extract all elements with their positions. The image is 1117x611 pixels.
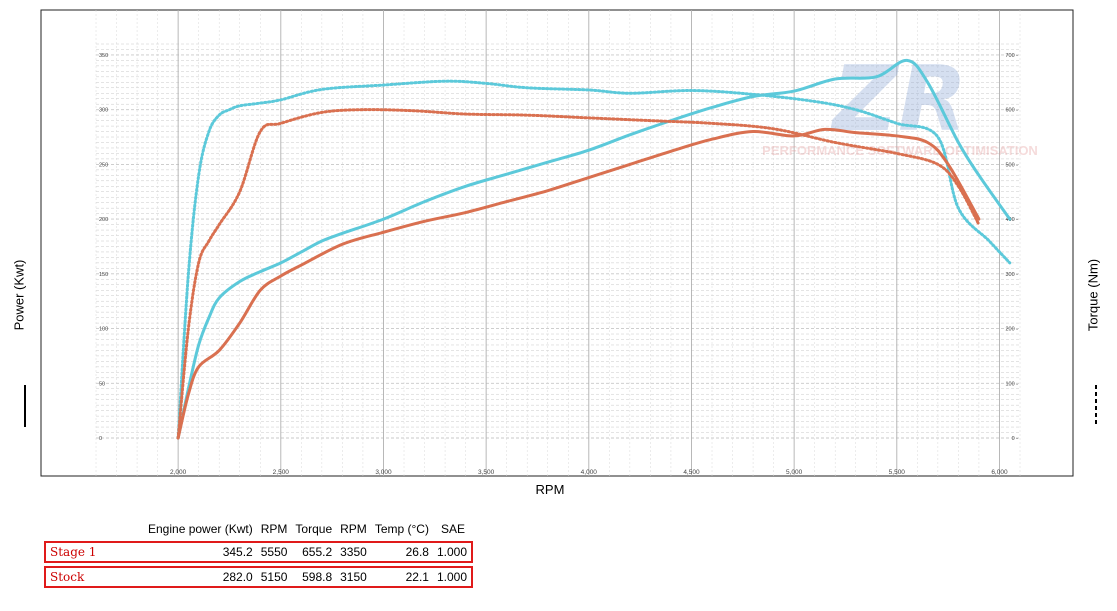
legend-solid-line	[24, 385, 26, 427]
header-torque: Torque	[295, 522, 333, 536]
y-right-tick-label: 600 -	[1005, 108, 1018, 114]
x-tick-label: 6,000	[991, 469, 1008, 476]
x-tick-label: 2,500	[273, 469, 290, 476]
results-table: Engine power (Kwt) RPM Torque RPM Temp (…	[44, 517, 473, 591]
table-row: Stock 282.0 5150 598.8 3150 22.1 1.000	[44, 566, 473, 588]
header-name	[44, 520, 144, 538]
torque-rpm-value: 3350	[336, 541, 371, 563]
y-left-tick-label: 350	[99, 53, 108, 59]
run-name: Stock	[44, 566, 144, 588]
y-right-tick-label: 0 -	[1012, 436, 1019, 442]
watermark-text: PERFORMANCE SOFTWARE OPTIMISATION	[762, 143, 1038, 158]
power-rpm-value: 5150	[256, 566, 292, 588]
x-tick-label: 4,000	[581, 469, 598, 476]
y-right-tick-label: 100 -	[1005, 381, 1018, 387]
x-tick-label: 3,500	[478, 469, 495, 476]
y-left-tick-label: 0	[99, 436, 102, 442]
y-axis-right-label: Torque (Nm)	[1085, 258, 1101, 332]
results-header-row: Engine power (Kwt) RPM Torque RPM Temp (…	[44, 520, 473, 538]
engine-power-value: 345.2	[144, 541, 257, 563]
sae-value: 1.000	[432, 541, 473, 563]
temp-value: 22.1	[370, 566, 433, 588]
y-right-tick-label: 300 -	[1005, 272, 1018, 278]
y-right-tick-label: 400 -	[1005, 217, 1018, 223]
y-axis-right-label-wrap: Torque (Nm)	[1078, 215, 1108, 375]
y-right-tick-label: 200 -	[1005, 327, 1018, 333]
legend-dashed-line	[1095, 385, 1097, 427]
series-line-stage-1-torque	[176, 79, 1012, 440]
series	[176, 58, 1012, 440]
y-right-tick-label: 700 -	[1005, 53, 1018, 59]
x-tick-label: 2,000	[170, 469, 187, 476]
torque-rpm-value: 3150	[336, 566, 371, 588]
x-tick-label: 4,500	[683, 469, 700, 476]
header-temp: Temp (°C)	[374, 522, 429, 536]
header-torque-rpm: RPM	[340, 522, 367, 536]
x-tick-label: 3,000	[375, 469, 392, 476]
y-right-tick-label: 500 -	[1005, 162, 1018, 168]
y-left-tick-label: 150	[99, 272, 108, 278]
series-line-stock-torque	[176, 108, 981, 440]
series-line-stage-1-power	[176, 58, 1012, 440]
y-left-tick-label: 250	[99, 162, 108, 168]
header-engine-power: Engine power (Kwt)	[148, 522, 253, 536]
series-line-stock-power	[176, 127, 981, 440]
y-axis-left-label-wrap: Power (Kwt)	[4, 215, 34, 375]
torque-value: 655.2	[291, 541, 337, 563]
header-power-rpm: RPM	[260, 522, 288, 536]
header-sae: SAE	[440, 522, 465, 536]
sae-value: 1.000	[432, 566, 473, 588]
y-left-tick-label: 100	[99, 327, 108, 333]
power-rpm-value: 5550	[256, 541, 292, 563]
table-row: Stage 1 345.2 5550 655.2 3350 26.8 1.000	[44, 541, 473, 563]
axis-ticks: 2,000 2,500 3,000 3,500 4,000 4,500 5,000 5,500…	[99, 53, 1018, 476]
x-tick-label: 5,000	[786, 469, 803, 476]
temp-value: 26.8	[370, 541, 433, 563]
engine-power-value: 282.0	[144, 566, 257, 588]
torque-value: 598.8	[291, 566, 337, 588]
grid	[95, 10, 1021, 476]
y-left-tick-label: 50	[99, 381, 105, 387]
x-tick-label: 5,500	[889, 469, 906, 476]
y-axis-left-label: Power (Kwt)	[11, 259, 27, 331]
y-left-tick-label: 300	[99, 108, 108, 114]
x-axis-label: RPM	[535, 482, 565, 497]
y-left-tick-label: 200	[99, 217, 108, 223]
run-name: Stage 1	[44, 541, 144, 563]
